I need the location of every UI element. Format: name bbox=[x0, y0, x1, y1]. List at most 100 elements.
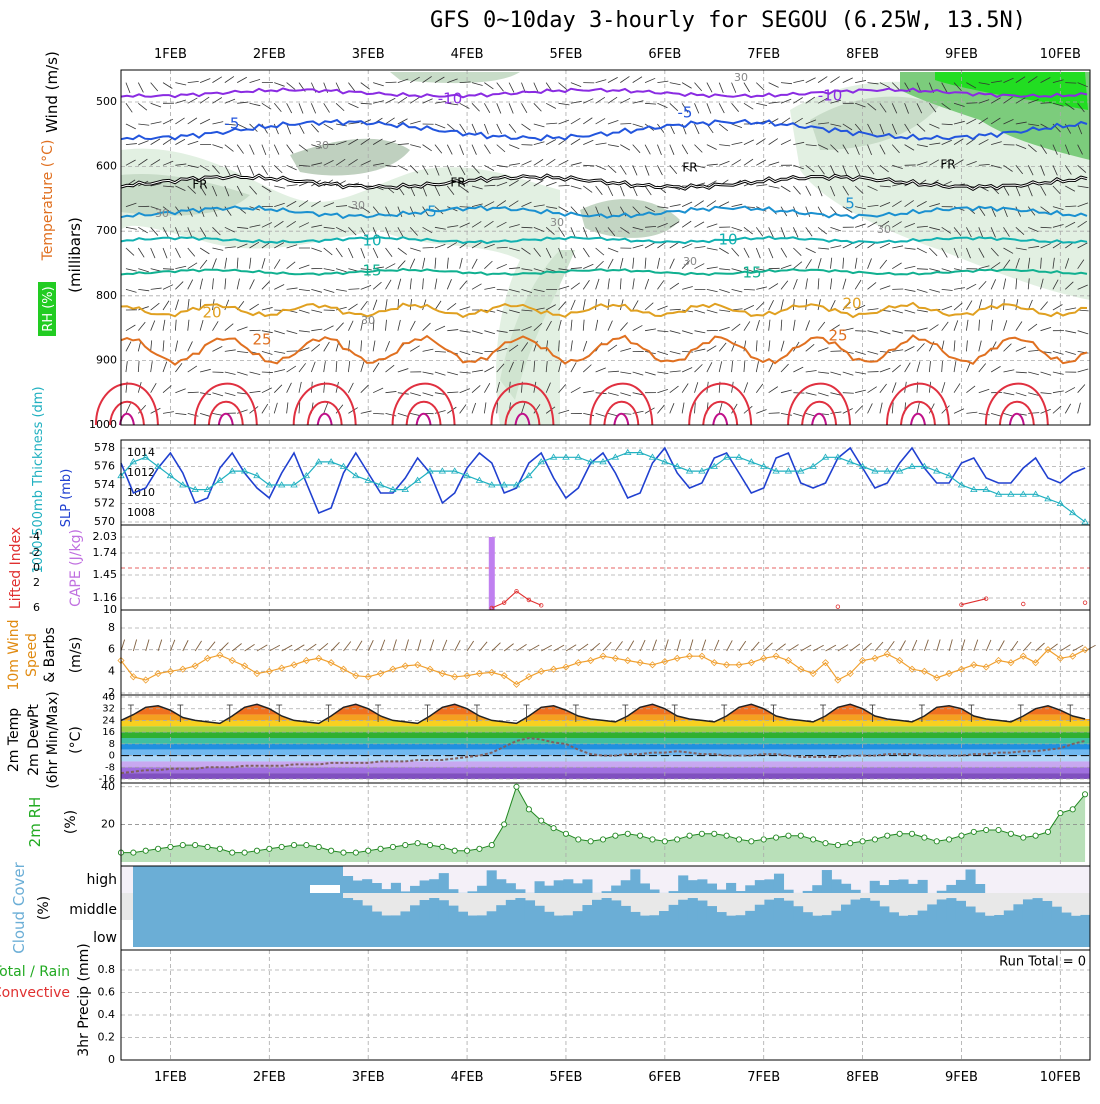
wind-barb bbox=[1003, 370, 1014, 372]
wind-barb bbox=[472, 83, 483, 86]
cloud-high bbox=[640, 883, 650, 893]
wind-barb bbox=[571, 227, 575, 237]
wind-barb bbox=[756, 302, 764, 310]
wind-barb bbox=[880, 331, 891, 334]
slp-axis-label: SLP (mb) bbox=[59, 469, 74, 528]
wind-barb bbox=[571, 362, 576, 372]
wind-barb bbox=[472, 259, 477, 269]
wind-barb bbox=[484, 165, 494, 170]
wind-barb bbox=[269, 645, 280, 651]
temp-band bbox=[121, 697, 1090, 706]
wind-barb bbox=[385, 365, 394, 372]
run-total-label: Run Total = 0 bbox=[999, 955, 1086, 970]
cloud-middle bbox=[937, 899, 947, 920]
wind-barb bbox=[1016, 278, 1017, 289]
wind-barb bbox=[373, 341, 375, 352]
wind-barb bbox=[806, 227, 812, 236]
temp-tick-label: 32 bbox=[102, 704, 115, 715]
wind-barb bbox=[806, 320, 810, 330]
wind-barb bbox=[175, 139, 185, 144]
wind-barb bbox=[163, 362, 167, 372]
contour-15 bbox=[121, 269, 1087, 275]
wind-barb bbox=[287, 145, 294, 154]
wind-barb bbox=[146, 639, 149, 651]
wind-barb bbox=[620, 348, 631, 351]
wind-barb bbox=[905, 266, 916, 268]
wind-barb bbox=[521, 161, 531, 166]
wind-barb bbox=[719, 161, 729, 165]
wind-barb bbox=[979, 413, 990, 414]
wind-barb bbox=[361, 301, 368, 310]
wind-barb bbox=[212, 278, 213, 289]
cloud-high bbox=[870, 881, 880, 893]
cloud-low bbox=[133, 920, 1090, 947]
wind-barb bbox=[571, 268, 582, 269]
cloud-middle bbox=[439, 900, 449, 920]
wind-barb bbox=[719, 289, 730, 292]
wind-barb bbox=[892, 246, 903, 248]
wind-barb bbox=[200, 369, 211, 372]
cloud-high bbox=[678, 875, 688, 893]
wind-barb bbox=[262, 351, 273, 354]
wind-barb bbox=[677, 639, 680, 651]
wind-barb bbox=[472, 145, 476, 155]
date-tick-top: 9FEB bbox=[945, 47, 978, 62]
wind-barb bbox=[151, 303, 160, 310]
wind-barb bbox=[398, 144, 409, 145]
wind-barb bbox=[682, 403, 684, 414]
lifted-index-point bbox=[836, 605, 840, 609]
wind-barb bbox=[942, 306, 952, 310]
wind-barb bbox=[769, 413, 780, 414]
thickness-tick-label: 576 bbox=[94, 460, 115, 473]
rh-tick-label: 20 bbox=[101, 817, 115, 830]
wind-barb bbox=[385, 98, 395, 103]
wind-barb bbox=[670, 283, 679, 289]
cloud-high bbox=[515, 889, 525, 893]
cloud-middle bbox=[697, 901, 707, 920]
wind-barb bbox=[138, 103, 147, 110]
wind-barb bbox=[348, 289, 359, 290]
wind-barb bbox=[188, 98, 198, 103]
wind-barb bbox=[793, 320, 795, 331]
wind-barb bbox=[509, 103, 513, 113]
wind-barb bbox=[781, 265, 791, 269]
wind-barb bbox=[608, 278, 609, 289]
wind-axis-label: Speed bbox=[24, 633, 40, 677]
wind-barb bbox=[447, 392, 458, 393]
cloud-middle bbox=[1080, 915, 1090, 920]
wind-barb bbox=[991, 279, 996, 289]
wind-barb bbox=[719, 248, 728, 254]
wind-barb bbox=[670, 309, 681, 310]
cloud-level-label: high bbox=[86, 872, 117, 888]
rh-point bbox=[168, 844, 173, 849]
wind-barb bbox=[942, 322, 949, 331]
rh-point bbox=[712, 831, 717, 836]
wind-barb bbox=[966, 412, 977, 413]
wind-barb bbox=[484, 124, 488, 134]
temp-tick-label: 24 bbox=[102, 715, 115, 726]
wind-barb bbox=[497, 83, 504, 92]
wind-barb bbox=[645, 372, 656, 375]
wind-barb bbox=[657, 145, 661, 155]
wind-barb bbox=[826, 645, 836, 651]
contour-40-loop bbox=[614, 414, 628, 425]
wind-barb bbox=[756, 409, 766, 413]
cloud-high bbox=[898, 879, 908, 893]
wind-barb bbox=[348, 361, 349, 372]
wind-barb bbox=[868, 282, 877, 289]
wind-barb bbox=[385, 391, 396, 392]
wind-barb bbox=[534, 124, 545, 127]
cloud-high bbox=[736, 891, 746, 893]
cloud-high bbox=[448, 889, 458, 893]
cloud-middle bbox=[649, 915, 659, 920]
date-tick-top: 5FEB bbox=[550, 47, 583, 62]
cloud-middle bbox=[602, 898, 612, 920]
wind-barb bbox=[299, 103, 303, 113]
rh-point bbox=[464, 848, 469, 853]
wind-barb bbox=[126, 144, 137, 145]
wind-barb bbox=[274, 145, 279, 155]
wind-barb bbox=[126, 289, 137, 292]
wind-barb bbox=[608, 120, 618, 124]
rh-point bbox=[909, 831, 914, 836]
